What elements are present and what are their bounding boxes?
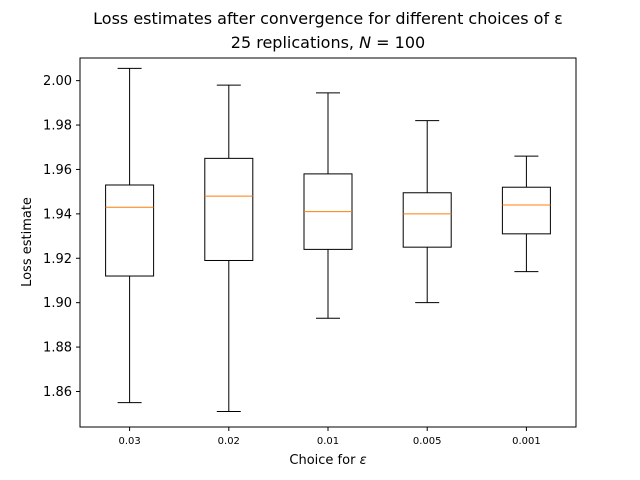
plot-content (105, 67, 551, 412)
y-tick-label: 1.94 (43, 207, 72, 222)
y-tick-label: 2.00 (43, 74, 72, 89)
y-tick-label: 1.98 (43, 119, 72, 134)
iqr-box (105, 184, 155, 277)
box-0.001 (501, 155, 551, 273)
x-tick-label: 0.005 (413, 436, 442, 447)
box-0.03 (105, 67, 155, 404)
iqr-box (501, 186, 551, 235)
box-0.005 (402, 120, 452, 304)
x-axis-label: Choice for ε (289, 453, 366, 468)
chart-title: Loss estimates after convergence for dif… (93, 9, 563, 28)
chart-subtitle: 25 replications, N = 100 (231, 33, 425, 52)
y-ticks: 1.86 1.88 1.90 1.92 1.94 1.96 1.98 2.00 (43, 74, 80, 400)
y-tick-label: 1.90 (43, 296, 72, 311)
box-0.02 (204, 84, 254, 412)
y-tick-label: 1.96 (43, 163, 72, 178)
iqr-box (204, 157, 254, 261)
iqr-box (402, 192, 452, 248)
y-tick-label: 1.88 (43, 341, 72, 356)
box-0.01 (303, 92, 353, 319)
y-tick-label: 1.92 (43, 252, 72, 267)
x-tick-label: 0.02 (218, 436, 240, 447)
x-tick-label: 0.01 (317, 436, 339, 447)
plot-frame (79, 57, 577, 428)
y-tick-label: 1.86 (43, 385, 72, 400)
x-tick-label: 0.03 (118, 436, 140, 447)
x-ticks: 0.03 0.02 0.01 0.005 0.001 (118, 427, 541, 447)
x-tick-label: 0.001 (512, 436, 541, 447)
y-axis-label: Loss estimate (20, 197, 35, 287)
